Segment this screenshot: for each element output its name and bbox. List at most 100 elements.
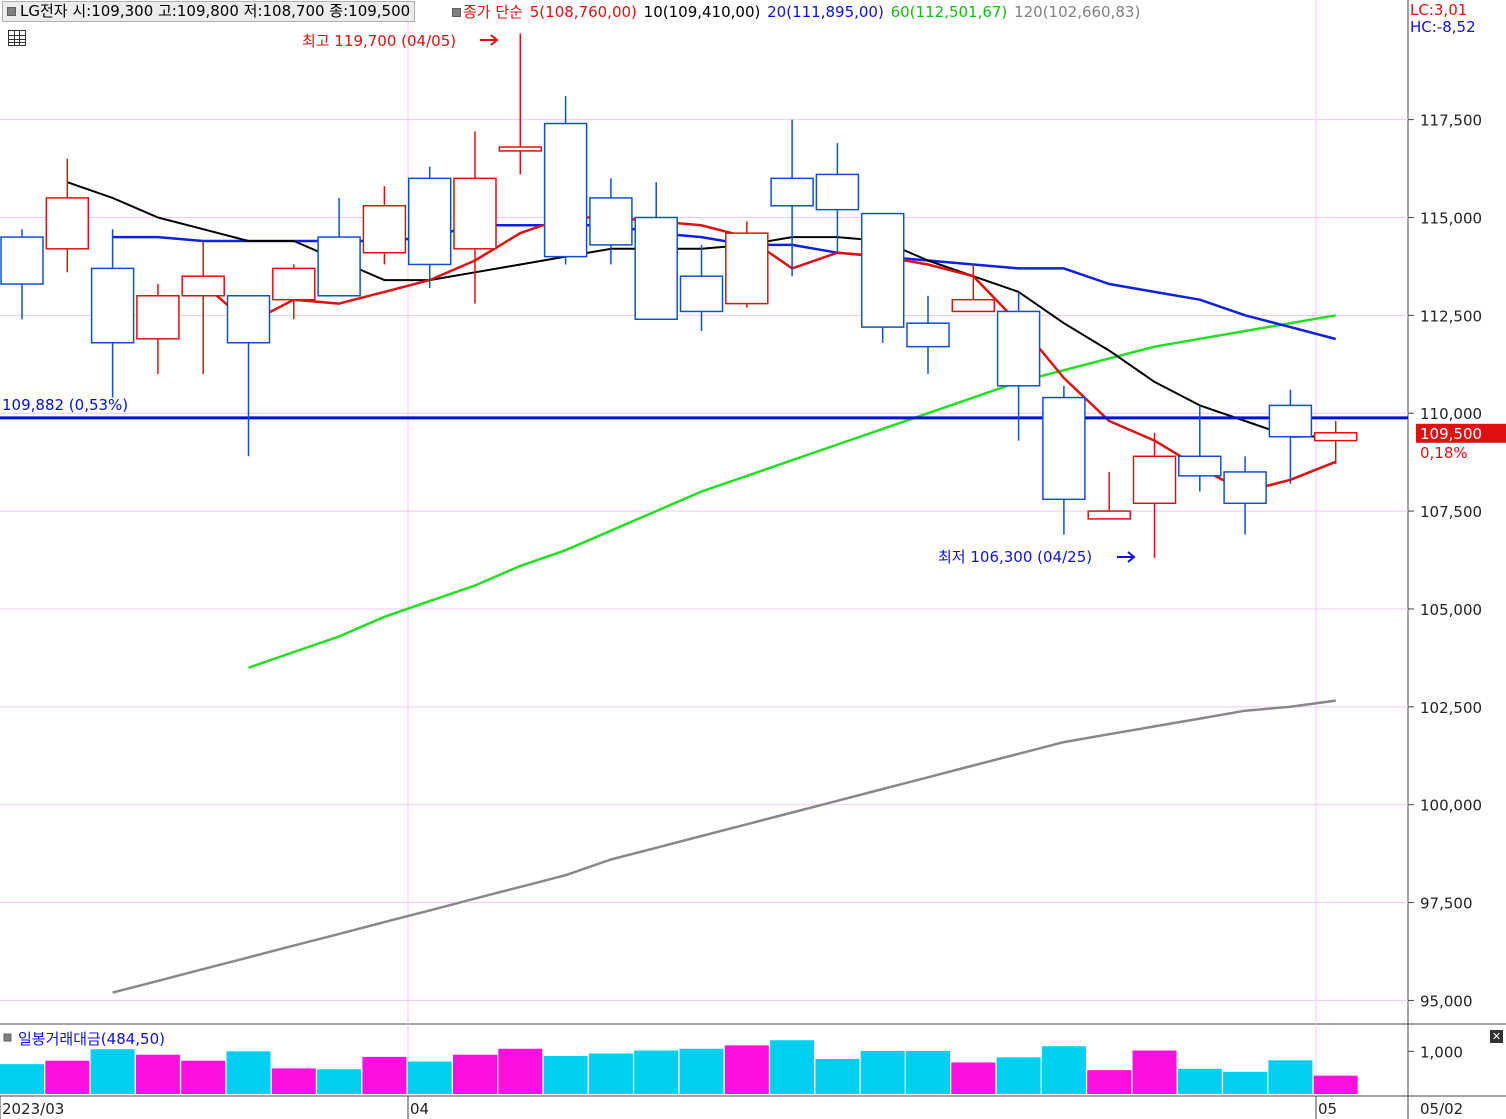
volume-bar [362,1056,407,1094]
candle-body [181,275,225,297]
volume-bar [45,1060,90,1094]
volume-bar [996,1057,1041,1094]
candle-body [45,197,90,250]
x-tick-label: 05 [1318,1100,1337,1118]
volume-bar [407,1061,452,1094]
volume-bar [1223,1071,1268,1094]
volume-marker-icon [3,1033,12,1042]
reference-hline-label: 109,882 (0,53%) [2,396,128,414]
volume-bar [1177,1068,1222,1094]
lc-value: LC:3,01 [1410,1,1468,19]
candle-body [589,197,633,246]
high-arrow-icon [480,34,499,46]
ma10-legend: 10(109,410,00) [643,3,761,21]
ma5-line [202,216,1337,493]
ma120-line [112,699,1336,994]
candle-body [1223,471,1267,505]
volume-bar [271,1068,316,1094]
y-tick-label: 110,000 [1420,405,1482,423]
y-tick-label: 97,500 [1420,895,1473,913]
candle-body [770,177,814,207]
grid-table-icon[interactable] [8,30,26,46]
candle-body [1042,396,1086,501]
y-tick-label: 95,000 [1420,992,1473,1010]
candle-body [1313,432,1358,442]
volume-y-tick-label: 1,000 [1420,1043,1463,1061]
high-annotation: 최고 119,700 (04/05) [302,32,456,50]
ma5-legend: 5(108,760,00) [529,3,637,21]
ohlc-summary: LG전자 시:109,300 고:109,800 저:108,700 종:109… [20,2,411,20]
candle-body [0,236,44,285]
volume-bar [770,1040,815,1094]
last-change-label: 0,18% [1420,444,1468,462]
ma20-legend: 20(111,895,00) [767,3,884,21]
volume-bar [453,1054,497,1094]
y-tick-label: 115,000 [1420,209,1482,227]
candle-body [362,204,407,254]
candle-body [1087,510,1131,520]
y-tick-label: 112,500 [1420,307,1482,325]
candle-body [136,295,180,340]
candle-body [226,295,271,344]
ma60-legend: 60(112,501,67) [890,3,1008,21]
hc-value: HC:-8,52 [1410,18,1476,36]
volume-bar [951,1062,996,1094]
volume-bar [181,1060,226,1094]
volume-bar [1041,1046,1086,1094]
candle-body [453,177,497,250]
volume-bar [724,1045,769,1094]
volume-bar [860,1050,905,1094]
last-price-label: 109,500 [1420,425,1482,443]
ma-label: 종가 단순 [463,3,523,21]
volume-bar [543,1056,588,1094]
candle-body [725,232,769,305]
candle-body [90,267,135,344]
stock-title: LG전자 시:109,300 고:109,800 저:108,700 종:109… [2,1,416,22]
ma-legend: 종가 단순 5(108,760,00) 10(109,410,00) 20(11… [452,2,1142,22]
volume-bar [226,1051,271,1094]
candle-body [1268,404,1313,438]
volume-bar [634,1050,679,1094]
volume-bar [90,1049,135,1094]
candle-body [951,298,996,313]
close-icon[interactable]: ✕ [1490,1030,1503,1043]
candle-body [498,146,543,152]
low-annotation: 최저 106,300 (04/25) [938,548,1092,566]
volume-bar [906,1050,950,1094]
y-tick-label: 107,500 [1420,503,1482,521]
x-tick-label: 05/02 [1420,1100,1463,1118]
y-tick-label: 100,000 [1420,797,1482,815]
volume-bar [1087,1070,1132,1094]
candle-body [996,310,1041,387]
x-tick-label: 04 [410,1100,429,1118]
volume-bar [135,1054,180,1094]
ma60-line [248,314,1336,669]
legend-marker-icon [452,8,461,17]
candle-body [1132,455,1177,505]
volume-title: 일봉거래대금(484,50) [18,1030,165,1048]
volume-bar [679,1048,724,1094]
volume-bar [317,1069,362,1094]
volume-bar [1313,1075,1358,1094]
candle-body [543,122,588,258]
lc-hc-box: LC:3,01 HC:-8,52 [1410,2,1476,36]
ma120-legend: 120(102,660,83) [1014,3,1141,21]
volume-bar [1132,1050,1177,1094]
candle-body [906,322,950,348]
candle-body [1178,455,1222,477]
title-marker-icon [7,7,16,16]
y-tick-label: 117,500 [1420,112,1482,130]
low-arrow-icon [1117,551,1136,563]
volume-bar [1268,1060,1313,1094]
candle-body [272,267,316,301]
volume-bar [0,1064,44,1094]
volume-bar [815,1059,860,1094]
y-tick-label: 105,000 [1420,601,1482,619]
candle-body [679,275,724,313]
y-tick-label: 102,500 [1420,699,1482,717]
candle-body [407,177,452,266]
candle-body [860,212,905,328]
volume-bar [588,1053,633,1094]
candle-body [815,173,860,211]
